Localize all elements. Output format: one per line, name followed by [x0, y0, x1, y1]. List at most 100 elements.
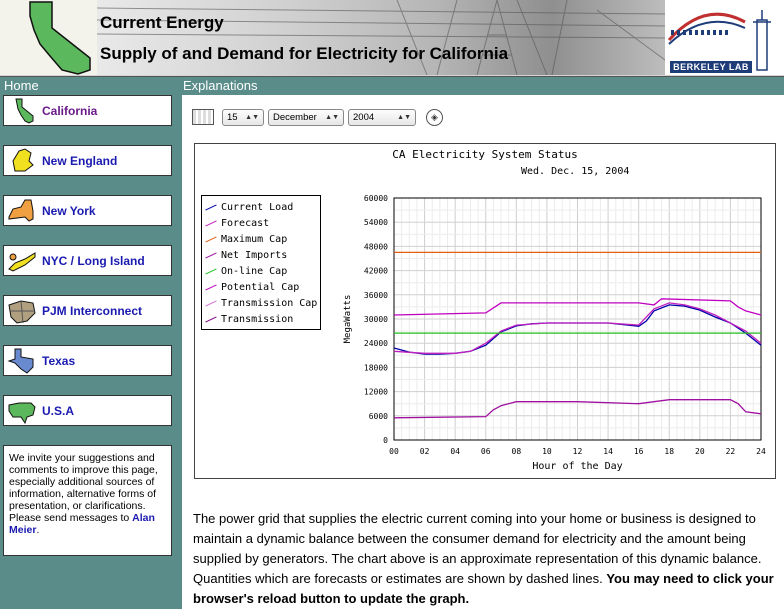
- description-text: The power grid that supplies the electri…: [193, 511, 762, 586]
- series-line-net-imports: [393, 399, 762, 419]
- chart-canvas: 0600012000180002400030000360004200048000…: [343, 194, 766, 472]
- invite-text: We invite your suggestions and comments …: [9, 452, 158, 524]
- plot-frame: [393, 197, 762, 441]
- sidebar-item-texas[interactable]: Texas: [3, 345, 172, 376]
- sidebar-item-label: New England: [42, 153, 118, 168]
- feedback-invitation: We invite your suggestions and comments …: [3, 445, 172, 556]
- usa-map-icon: [4, 397, 40, 425]
- legend-label: Transmission Cap: [221, 297, 318, 309]
- sidebar-item-new-york[interactable]: New York: [3, 195, 172, 226]
- y-tick-label: 12000: [364, 388, 388, 397]
- legend-label: Current Load: [221, 201, 294, 213]
- day-select[interactable]: 15 ▲▼: [222, 108, 264, 126]
- legend-swatch: [205, 252, 217, 258]
- x-tick-label: 12: [573, 447, 583, 456]
- reload-note: You may need to click your browser's rel…: [193, 571, 774, 606]
- sidebar-item-usa[interactable]: U.S.A: [3, 395, 172, 426]
- y-tick-label: 48000: [364, 242, 388, 251]
- legend-label: Potential Cap: [221, 281, 300, 293]
- legend-swatch: [205, 284, 217, 290]
- date-selector: 15 ▲▼ December ▲▼ 2004 ▲▼ ◈: [192, 108, 443, 126]
- diamond-icon: ◈: [431, 111, 438, 122]
- sidebar-item-label: Texas: [42, 353, 76, 368]
- legend-swatch: [205, 300, 217, 306]
- invite-end: .: [36, 524, 40, 536]
- legend-swatch: [205, 316, 217, 322]
- long-island-map-icon: [4, 247, 40, 275]
- chart-legend: Current Load Forecast Maximum Cap Net Impor…: [201, 195, 321, 330]
- legend-item: Current Load: [202, 199, 320, 215]
- year-value: 2004: [353, 111, 375, 123]
- day-value: 15: [227, 111, 238, 123]
- sidebar-item-label: California: [42, 103, 98, 118]
- sidebar-item-new-england[interactable]: New England: [3, 145, 172, 176]
- legend-label: On-line Cap: [221, 265, 288, 277]
- series-line-potential-cap: [393, 298, 762, 316]
- contact-link[interactable]: Alan Meier: [9, 512, 155, 536]
- x-tick-label: 24: [756, 447, 766, 456]
- x-tick-label: 08: [512, 447, 522, 456]
- x-tick-label: 00: [389, 447, 399, 456]
- legend-item: On-line Cap: [202, 263, 320, 279]
- site-title: Current Energy: [100, 13, 224, 32]
- month-value: December: [273, 111, 317, 123]
- legend-swatch: [205, 236, 217, 242]
- power-lines-photo: [97, 0, 665, 75]
- sidebar-item-nyc-long-island[interactable]: NYC / Long Island: [3, 245, 172, 276]
- legend-item: Potential Cap: [202, 279, 320, 295]
- pjm-map-icon: [4, 297, 40, 325]
- explanations-link[interactable]: Explanations: [183, 78, 258, 93]
- legend-item: Net Imports: [202, 247, 320, 263]
- chevron-updown-icon: ▲▼: [397, 113, 411, 121]
- chevron-updown-icon: ▲▼: [325, 113, 339, 121]
- y-tick-label: 60000: [364, 194, 388, 203]
- sidebar-item-label: PJM Interconnect: [42, 303, 143, 318]
- month-select[interactable]: December ▲▼: [268, 108, 344, 126]
- legend-item: Maximum Cap: [202, 231, 320, 247]
- x-tick-label: 10: [542, 447, 552, 456]
- sidebar-item-pjm-interconnect[interactable]: PJM Interconnect: [3, 295, 172, 326]
- page-subtitle: Supply of and Demand for Electricity for…: [100, 44, 509, 63]
- y-tick-label: 18000: [364, 363, 388, 372]
- legend-label: Maximum Cap: [221, 233, 288, 245]
- description-paragraph: The power grid that supplies the electri…: [193, 509, 778, 609]
- calendar-icon[interactable]: [192, 109, 214, 125]
- y-axis-label: MegaWatts: [343, 295, 353, 344]
- sidebar-item-label: New York: [42, 203, 96, 218]
- berkeley-lab-label: BERKELEY LAB: [670, 61, 752, 73]
- new-england-map-icon: [4, 147, 40, 175]
- page-header: Current Energy Supply of and Demand for …: [0, 0, 784, 77]
- legend-item: Forecast: [202, 215, 320, 231]
- y-tick-label: 0: [383, 436, 388, 445]
- y-tick-label: 24000: [364, 339, 388, 348]
- y-tick-label: 36000: [364, 291, 388, 300]
- new-york-map-icon: [4, 197, 40, 225]
- legend-swatch: [205, 220, 217, 226]
- x-tick-label: 02: [420, 447, 430, 456]
- year-select[interactable]: 2004 ▲▼: [348, 108, 416, 126]
- status-chart: 0 6000 12000 18000 24000 30000 36000 42000 48000…: [194, 143, 776, 479]
- legend-label: Forecast: [221, 217, 270, 229]
- x-tick-label: 04: [450, 447, 460, 456]
- california-logo-map: [0, 0, 97, 75]
- y-tick-label: 30000: [364, 315, 388, 324]
- y-tick-label: 6000: [369, 412, 388, 421]
- go-button[interactable]: ◈: [426, 108, 443, 126]
- series-line-forecast: [393, 302, 762, 354]
- chart-title: CA Electricity System Status: [392, 148, 578, 161]
- x-tick-label: 14: [603, 447, 613, 456]
- legend-item: Transmission Cap: [202, 295, 320, 311]
- sidebar-item-california[interactable]: California: [3, 95, 172, 126]
- legend-swatch: [205, 268, 217, 274]
- main-content: 15 ▲▼ December ▲▼ 2004 ▲▼ ◈ 0 6000 12000 18000…: [182, 95, 784, 609]
- home-link[interactable]: Home: [4, 78, 39, 93]
- legend-label: Net Imports: [221, 249, 288, 261]
- california-map-icon: [4, 97, 40, 125]
- x-tick-label: 22: [726, 447, 736, 456]
- x-tick-label: 18: [664, 447, 674, 456]
- legend-label: Transmission: [221, 313, 294, 325]
- legend-swatch: [205, 204, 217, 210]
- chevron-updown-icon: ▲▼: [245, 113, 259, 121]
- sidebar-item-label: U.S.A: [42, 403, 75, 418]
- y-tick-label: 54000: [364, 218, 388, 227]
